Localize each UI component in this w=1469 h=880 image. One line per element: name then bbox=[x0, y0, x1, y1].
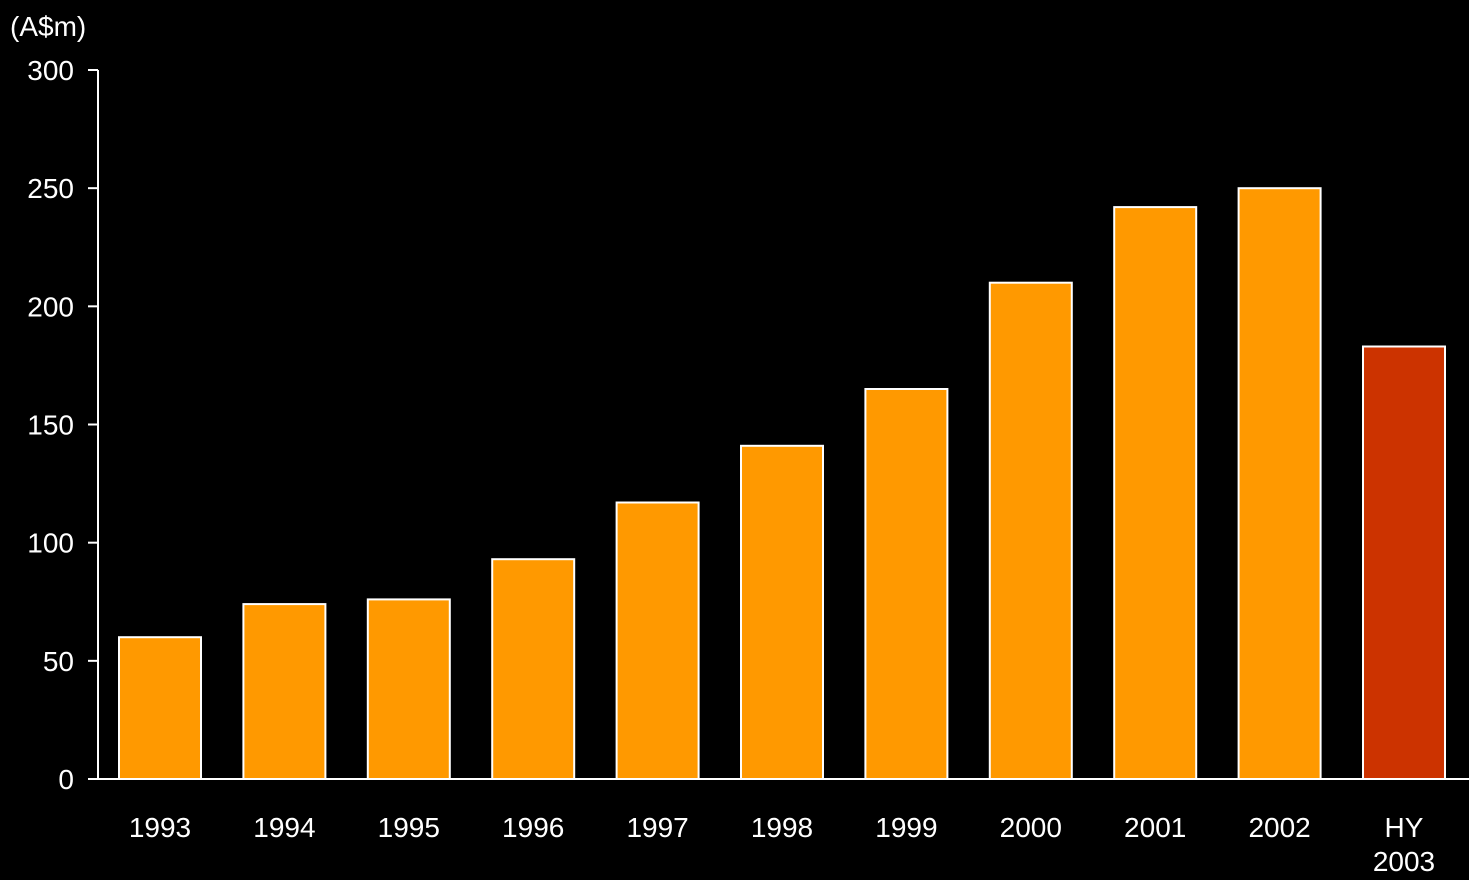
x-tick-label: 2001 bbox=[1124, 812, 1186, 843]
x-tick-label: 1994 bbox=[253, 812, 315, 843]
x-tick-label: 1993 bbox=[129, 812, 191, 843]
x-tick-label: HY 2003 bbox=[1373, 812, 1435, 877]
bars-group bbox=[118, 187, 1446, 781]
bar-hy-2003 bbox=[1362, 345, 1446, 780]
x-tick-label: 1999 bbox=[875, 812, 937, 843]
y-tick-label: 0 bbox=[58, 764, 74, 795]
y-tick-label: 200 bbox=[27, 291, 74, 322]
bar-1999 bbox=[864, 388, 949, 780]
bar-2001 bbox=[1113, 206, 1198, 781]
y-axis: 0 50 100 150 200 250 300 bbox=[27, 55, 99, 795]
y-tick-label: 150 bbox=[27, 410, 74, 441]
bar-1997 bbox=[615, 501, 700, 780]
bar-2000 bbox=[988, 281, 1073, 780]
x-tick-label: 2002 bbox=[1248, 812, 1310, 843]
x-tick-label: 1996 bbox=[502, 812, 564, 843]
bar-1993 bbox=[118, 636, 202, 781]
y-tick-label: 50 bbox=[43, 646, 74, 677]
x-tick-label: 1998 bbox=[751, 812, 813, 843]
x-tick-label: 1997 bbox=[626, 812, 688, 843]
bar-1995 bbox=[366, 598, 451, 781]
bar-1994 bbox=[242, 603, 327, 780]
y-axis-unit-label: (A$m) bbox=[10, 11, 86, 42]
x-tick-label: 1995 bbox=[378, 812, 440, 843]
y-tick-label: 300 bbox=[27, 55, 74, 86]
bar-1998 bbox=[740, 444, 824, 780]
y-tick-label: 250 bbox=[27, 173, 74, 204]
y-tick-label: 100 bbox=[27, 528, 74, 559]
x-axis: 1993 1994 1995 1996 1997 1998 1999 2000 2001 2002… bbox=[88, 778, 1469, 877]
x-tick-label: 2000 bbox=[1000, 812, 1062, 843]
bar-1996 bbox=[491, 558, 576, 781]
bar-2002 bbox=[1237, 187, 1322, 780]
